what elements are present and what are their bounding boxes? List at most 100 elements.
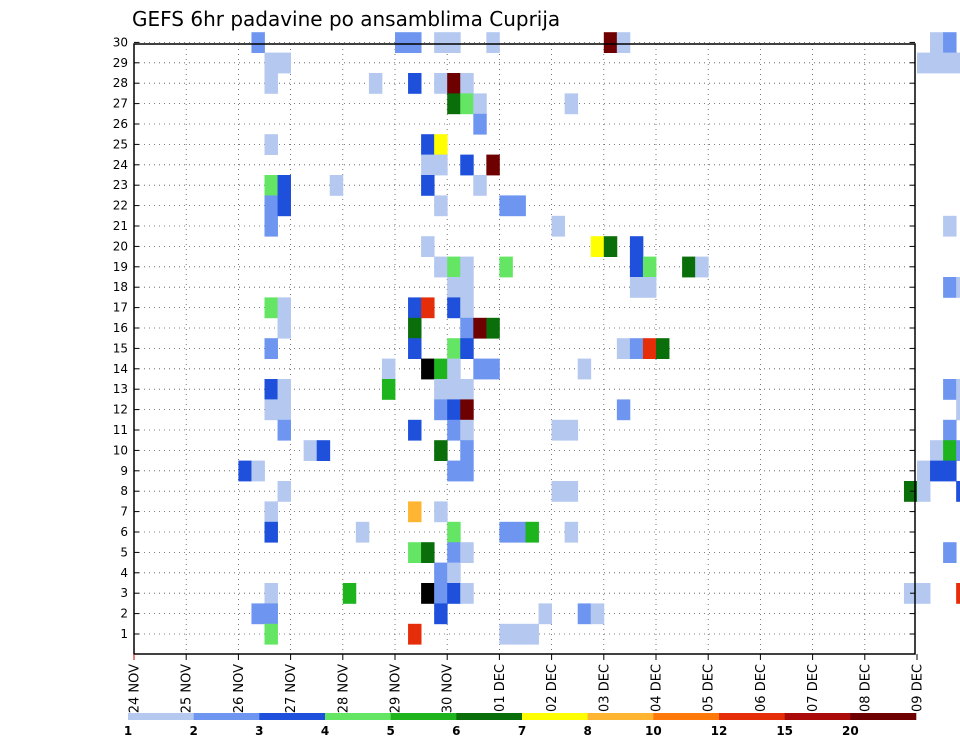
heatmap-cell — [264, 215, 278, 237]
heatmap-cell — [460, 338, 474, 359]
heatmap-cell — [447, 73, 461, 94]
heatmap-cell — [551, 419, 566, 441]
y-tick-label: 28 — [113, 76, 128, 90]
heatmap-cell — [512, 195, 526, 217]
legend-label: 12 — [711, 724, 728, 738]
heatmap-cell — [277, 195, 291, 217]
heatmap-cell — [525, 521, 539, 543]
x-tick-label: 26 NOV — [232, 664, 247, 713]
heatmap-cell — [917, 583, 931, 604]
heatmap-cell — [434, 154, 448, 176]
legend-label: 10 — [645, 724, 662, 738]
x-tick-label: 04 DEC — [650, 664, 665, 712]
heatmap-cell — [486, 317, 500, 339]
heatmap-cell — [408, 623, 422, 645]
heatmap-cell — [408, 419, 422, 441]
y-tick-label: 17 — [113, 301, 128, 315]
heatmap-cell — [264, 623, 278, 645]
heatmap-cell — [264, 501, 278, 523]
heatmap-cell — [590, 236, 605, 257]
heatmap-cell — [408, 501, 422, 523]
legend-label: 15 — [776, 724, 793, 738]
y-tick-label: 15 — [113, 341, 128, 355]
x-tick-label: 07 DEC — [806, 664, 821, 712]
heatmap-cell — [930, 460, 944, 482]
legend-swatch — [784, 713, 851, 720]
heatmap-cell — [460, 379, 474, 400]
y-tick-label: 3 — [120, 586, 128, 600]
x-tick-label: 30 NOV — [441, 664, 456, 713]
heatmap-cell — [930, 440, 944, 461]
y-tick-label: 9 — [120, 464, 128, 478]
y-tick-label: 13 — [113, 382, 128, 396]
heatmap-cell — [642, 277, 657, 298]
heatmap-cell — [564, 521, 579, 543]
heatmap-cell — [434, 562, 448, 584]
y-tick-label: 1 — [120, 627, 128, 641]
legend-swatch — [850, 713, 917, 720]
legend-swatch — [456, 713, 523, 720]
heatmap-cell — [460, 440, 474, 461]
heatmap-cell — [251, 460, 265, 482]
legend-label: 6 — [452, 724, 460, 738]
heatmap-cell — [538, 603, 552, 625]
heatmap-cell — [917, 52, 931, 74]
heatmap-cell — [460, 460, 474, 482]
legend-swatch — [653, 713, 720, 720]
heatmap-cells — [238, 32, 960, 645]
heatmap-cell — [264, 195, 278, 217]
heatmap-cell — [421, 154, 435, 176]
y-tick-label: 26 — [113, 117, 128, 131]
heatmap-cell — [434, 603, 448, 625]
heatmap-cell — [264, 603, 278, 625]
heatmap-cell — [264, 73, 278, 94]
heatmap-cell — [486, 358, 500, 380]
heatmap-cell — [434, 73, 448, 94]
heatmap-cell — [434, 583, 448, 604]
heatmap-cell — [956, 440, 960, 461]
heatmap-cell — [682, 256, 696, 278]
y-tick-label: 7 — [120, 505, 128, 519]
heatmap-cell — [355, 521, 370, 543]
y-tick-label: 5 — [120, 545, 128, 559]
legend-label: 4 — [321, 724, 329, 738]
heatmap-cell — [486, 154, 500, 176]
heatmap-cell — [551, 481, 566, 502]
heatmap-cell — [329, 175, 344, 196]
heatmap-cell — [943, 379, 957, 400]
heatmap-cell — [277, 481, 291, 502]
legend-swatch — [719, 713, 785, 720]
heatmap-cell — [408, 338, 422, 359]
heatmap-cell — [447, 583, 461, 604]
y-tick-label: 21 — [113, 219, 128, 233]
heatmap-cell — [460, 256, 474, 278]
y-tick-label: 27 — [113, 97, 128, 111]
heatmap-cell — [447, 338, 461, 359]
heatmap-cell — [564, 93, 579, 115]
heatmap-cell — [460, 399, 474, 421]
heatmap-cell — [577, 603, 592, 625]
heatmap-cell — [499, 195, 513, 217]
heatmap-cell — [460, 277, 474, 298]
legend-swatch — [259, 713, 326, 720]
heatmap-cell — [277, 52, 291, 74]
y-tick-label: 4 — [120, 566, 128, 580]
heatmap-cell — [460, 73, 474, 94]
heatmap-cell — [930, 32, 944, 53]
legend-label: 2 — [189, 724, 197, 738]
heatmap-cell — [642, 338, 657, 359]
heatmap-cell — [251, 32, 265, 53]
x-tick-label: 28 NOV — [336, 664, 351, 713]
heatmap-cell — [616, 399, 631, 421]
heatmap-cell — [251, 603, 265, 625]
heatmap-cell — [629, 277, 644, 298]
heatmap-cell — [408, 297, 422, 319]
heatmap-cell — [264, 297, 278, 319]
y-tick-label: 30 — [113, 35, 128, 49]
heatmap-cell — [277, 399, 291, 421]
legend-swatch — [193, 713, 260, 720]
legend-label: 8 — [583, 724, 591, 738]
heatmap-cell — [473, 175, 487, 196]
heatmap-cell — [434, 256, 448, 278]
